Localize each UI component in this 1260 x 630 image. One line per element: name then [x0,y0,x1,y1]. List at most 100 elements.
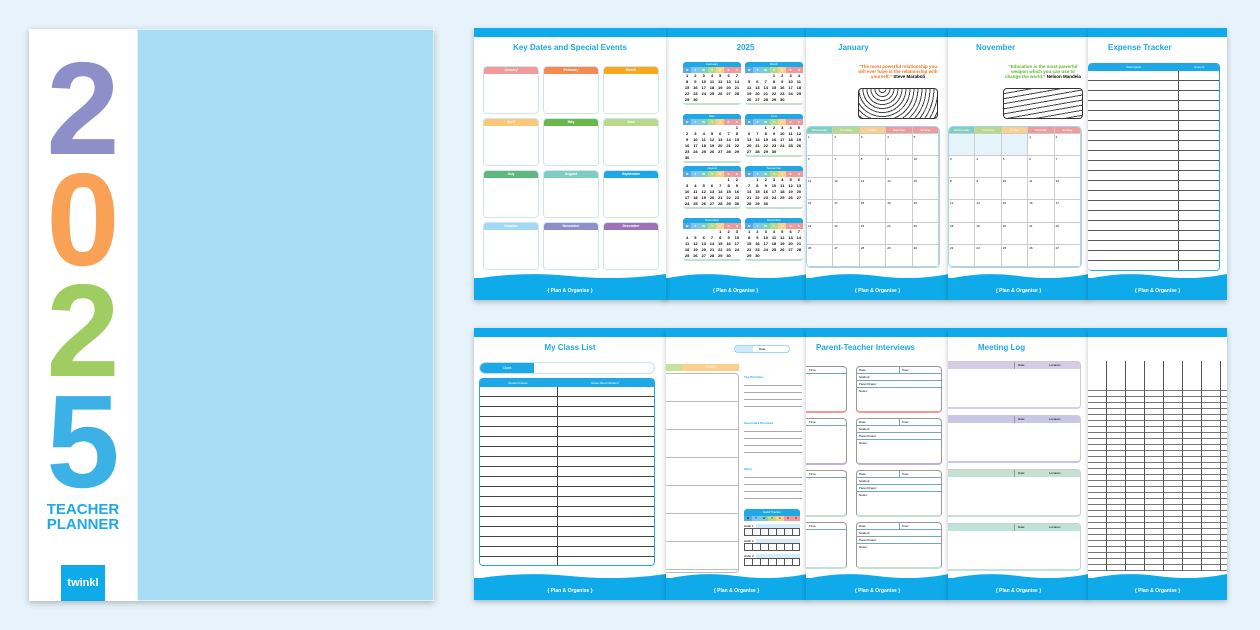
mini-calendar: March M T W T F S S 1 2 3 4 5 6 7 8 9 10 11 12 13 14 15 16 17 18 1… [745,62,803,105]
footer: { Plan & Organise } [995,588,1042,594]
habit-label: Habit 3 [744,554,800,558]
priorities: Top Priorities Secondary Priorities Othe… [744,375,802,503]
mini-calendar: December M T W T F S S 1 2 3 4 5 6 7 8 9 10 11 12 13 14 15 16 17… [745,218,803,261]
month-card: August [543,170,599,218]
month-card: October [483,222,539,270]
weekday-header: Wednesday [807,127,834,134]
weekday-header: Friday [859,127,887,134]
mini-calendar: June M T W T F S S 1 2 3 4 5 6 7 8 9 10 11 12 13 14 15 16 17 18 19… [745,114,803,157]
meeting-entry: Date: Location: [948,469,1081,517]
footer: { Plan & Organise } [854,288,901,294]
interview-box-left: Time: [806,418,847,465]
weekday-header: Sunday [1054,127,1081,134]
interview-box-left: Time: [806,470,847,517]
month-calendar: Wednesday Thursday Friday Saturday Sunday 1 2 3… [948,126,1082,268]
quote: "Education is the most powerful weapon w… [1005,64,1081,79]
page-grid-tracker: { Plan & Organise } [1088,328,1227,600]
footer: { Plan & Organise } [1134,588,1181,594]
habit-row[interactable] [744,558,800,566]
weekday-header: Thursday [833,127,860,134]
cover-page: 2 0 2 5 TEACHER PLANNER twinkl [29,29,434,601]
month-card: February [543,66,599,114]
interview-box: Date: Time: Student: Parent/Carer: Notes: [856,470,942,517]
weekday-header: Saturday [886,127,913,134]
interview-box: Date: Time: Student: Parent/Carer: Notes: [856,418,942,465]
wave-band [136,29,434,601]
digit-2: 2 [46,35,120,182]
class-field[interactable]: Class [479,362,655,374]
footer: { Plan & Organise } [547,288,593,294]
habit-tracker-header: Habit Tracker [744,509,800,516]
weekday-header: Saturday [1028,127,1055,134]
month-card: November [543,222,599,270]
colouring-image [858,88,938,119]
page-title: November [976,43,1016,52]
footer: { Plan & Organise } [547,588,593,594]
twinkl-logo: twinkl [61,565,105,601]
digit-5: 5 [46,368,120,515]
friday-header: Friday [666,364,739,371]
habit-row[interactable] [744,543,800,551]
weekday-header: Sunday [912,127,939,134]
date-field[interactable]: Date [734,345,790,353]
month-card: April [483,118,539,166]
mini-calendar: August M T W T F S S 1 2 3 4 5 6 7 8 9 10 11 12 13 14 15 16 17 18… [683,166,741,209]
mini-calendar: May M T W T F S S 1 2 3 4 5 6 7 8 9 10 11 12 13 14 15 16 17 18 19 2… [683,114,741,163]
col-notes: Notes About Student [591,381,619,385]
weekly-grid [666,373,739,573]
footer: { Plan & Organise } [854,588,901,594]
interview-box-left: Time: [806,366,847,413]
page-title: Expense Tracker [1108,43,1172,52]
cover-strip: 2 0 2 5 TEACHER PLANNER twinkl [29,29,137,601]
meeting-entry: Date: Location: [948,415,1081,463]
mini-calendar: September M T W T F S S 1 2 3 4 5 6 7 8 9 10 11 12 13 14 15 16 1… [745,166,803,209]
page-parent-teacher-interviews: Parent-Teacher Interviews Time: Date: Time… [806,328,949,600]
mini-calendar: February M T W T F S S 1 2 3 4 5 6 7 8 9 10 11 12 13 14 15 16 17… [683,62,741,105]
col-description: Description [1126,65,1142,69]
page-title: My Class List [544,343,596,352]
class-table: Student Name Notes About Student [479,378,655,566]
rainbow-waves [136,29,434,601]
mini-calendar: November M T W T F S S 1 2 3 4 5 6 7 8 9 10 11 12 13 14 15 16 17… [683,218,741,261]
weekday-header: Thursday [975,127,1002,134]
footer: { Plan & Organise } [713,588,760,594]
tracker-grid [1088,361,1227,571]
page-november: November "Education is the most powerful… [948,28,1089,300]
digit-0: 0 [46,146,120,293]
page-january: January "The most powerful relationship … [806,28,949,300]
month-card: March [603,66,659,114]
col-student-name: Student Name [508,381,528,385]
habit-label: Habit 2 [744,539,800,543]
interview-box: Date: Time: Student: Parent/Carer: Notes: [856,366,942,413]
expense-table: Description Amount [1088,63,1220,271]
month-card: June [603,118,659,166]
footer: { Plan & Organise } [712,288,759,294]
month-card: December [603,222,659,270]
quote: "The most powerful relationship you will… [858,64,938,79]
meeting-entry: Date: Location: [948,523,1081,571]
page-meeting-log: Meeting Log Date: Location: Date: Location:… [948,328,1089,600]
page-title: Meeting Log [978,343,1026,352]
weekday-header: Friday [1001,127,1029,134]
page-title: Parent-Teacher Interviews [816,343,916,352]
month-card: May [543,118,599,166]
weekday-header: Wednesday [949,127,976,134]
page-expense-tracker: Expense Tracker Description Amount { Plan… [1088,28,1227,300]
page-class-list: My Class List Class Student Name Notes Ab… [474,328,666,600]
digit-2b: 2 [46,257,120,404]
page-title: January [838,43,869,52]
cover-subtitle: TEACHER PLANNER [29,502,137,532]
page-key-dates: Key Dates and Special Events January Febr… [474,28,666,300]
month-card: September [603,170,659,218]
page-weekly: Date Friday Top Priorities Secondary Pri… [666,328,807,600]
colouring-image [1003,88,1083,119]
meeting-entry: Date: Location: [948,361,1081,409]
page-year-calendar: 2025 February M T W T F S S 1 2 3 4 5 6 7 8 9 10 11 12 13 14 1… [663,28,808,300]
interview-box: Date: Time: Student: Parent/Carer: Notes: [856,522,942,569]
month-card: January [483,66,539,114]
interview-box-left: Time: [806,522,847,569]
col-amount: Amount [1194,65,1205,69]
subtitle-teacher: TEACHER [46,501,120,518]
habit-row[interactable] [744,528,800,536]
month-card: July [483,170,539,218]
